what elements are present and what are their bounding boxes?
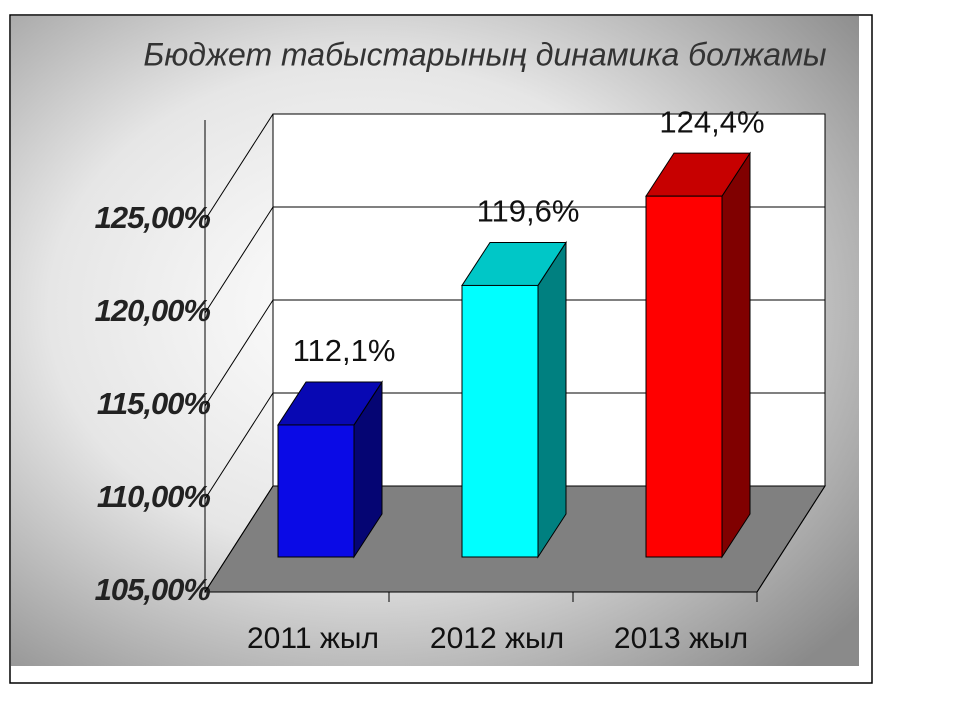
y-tick-label: 125,00% bbox=[95, 200, 211, 235]
x-tick-label: 2012 жыл bbox=[430, 622, 564, 655]
y-tick-label: 115,00% bbox=[97, 386, 211, 421]
bar bbox=[277, 424, 355, 558]
side-grid-line bbox=[204, 392, 274, 500]
value-label: 124,4% bbox=[659, 104, 764, 139]
value-label: 112,1% bbox=[293, 333, 396, 368]
value-label: 119,6% bbox=[477, 194, 580, 229]
y-tick-label: 120,00% bbox=[95, 293, 211, 328]
side-grid-line bbox=[204, 113, 274, 221]
side-grid-line bbox=[204, 206, 274, 314]
x-tick-label: 2013 жыл bbox=[614, 622, 748, 655]
bar-side bbox=[537, 240, 567, 559]
bar bbox=[645, 195, 723, 558]
frame bbox=[9, 14, 873, 684]
side-grid-line bbox=[204, 485, 274, 593]
side-grid-line bbox=[204, 299, 274, 407]
y-tick-label: 105,00% bbox=[95, 572, 211, 607]
y-tick-label: 110,00% bbox=[97, 479, 211, 514]
bar bbox=[461, 284, 539, 558]
floor-right-edge bbox=[756, 485, 826, 593]
chart-title: Бюджет табыстарының динамика болжамы bbox=[143, 36, 826, 72]
bar-side bbox=[721, 151, 751, 559]
x-tick-label: 2011 жыл bbox=[247, 622, 379, 655]
